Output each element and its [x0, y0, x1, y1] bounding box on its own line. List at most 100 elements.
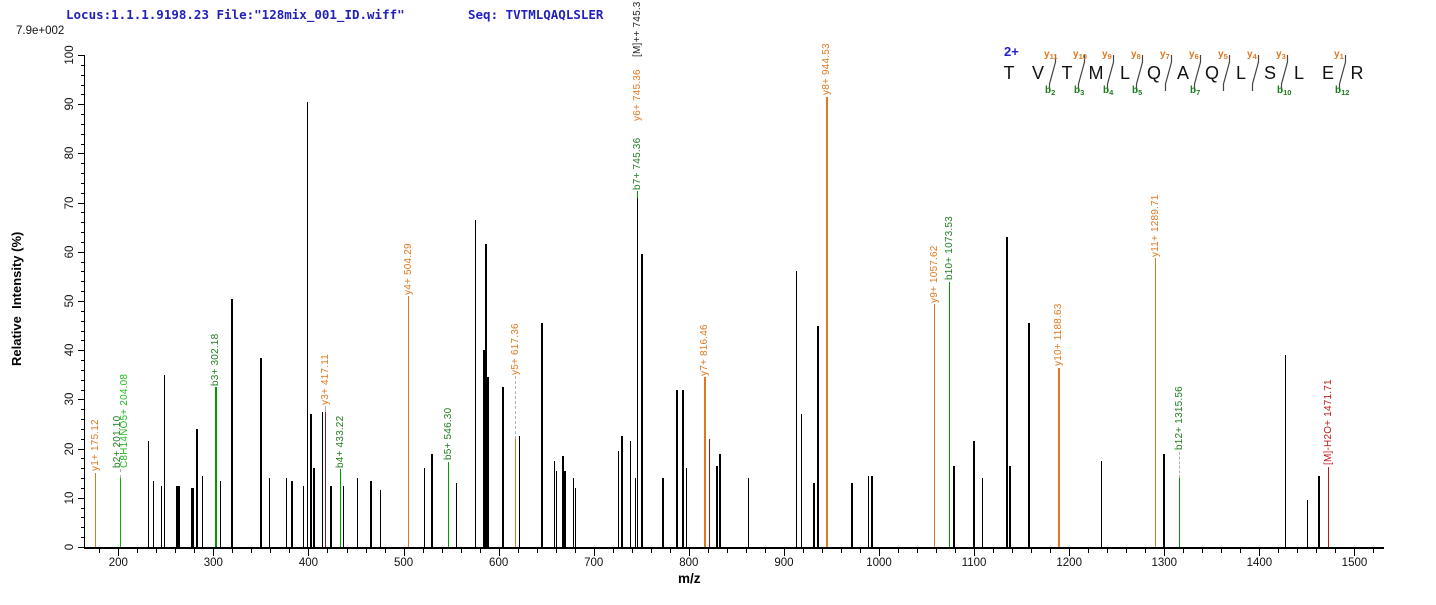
- axis-tick: [81, 537, 85, 539]
- b-ion-label: b7: [1190, 85, 1201, 97]
- axis-tick: [1088, 549, 1090, 553]
- spectrum-peak: [795, 271, 798, 547]
- axis-tick: [81, 74, 85, 76]
- axis-tick: [327, 549, 329, 553]
- cleavage-slash-icon: [1164, 55, 1173, 91]
- spectrum-peak: [562, 455, 564, 547]
- sequence-residue: T: [1003, 62, 1015, 83]
- ion-peak-line: [1058, 367, 1060, 547]
- axis-tick: [175, 549, 177, 553]
- axis-tick: [365, 549, 367, 553]
- axis-tick: [1297, 549, 1299, 553]
- cleavage-marker: y8 b5: [1131, 49, 1145, 97]
- cleavage-slash-icon: [1193, 55, 1202, 91]
- y-ion-label: y8: [1131, 49, 1141, 61]
- x-tick-label: 500: [393, 557, 414, 569]
- axis-tick: [81, 241, 85, 243]
- axis-tick: [99, 549, 101, 553]
- base-peak-intensity: 7.9e+002: [16, 25, 65, 37]
- axis-tick: [78, 399, 85, 401]
- ion-peak-line: [324, 411, 327, 547]
- axis-tick: [1050, 549, 1052, 553]
- axis-tick: [78, 497, 85, 499]
- locus-file-text: Locus:1.1.1.9198.23 File:"128mix_001_ID.…: [66, 7, 405, 22]
- axis-tick: [936, 549, 938, 553]
- cleavage-slash-icon: [1222, 55, 1231, 91]
- axis-tick: [81, 438, 85, 440]
- x-axis-line: [84, 547, 1384, 549]
- cleavage-marker: y5: [1218, 49, 1232, 91]
- spectrum-peak: [196, 428, 198, 547]
- axis-tick: [993, 549, 995, 553]
- ion-peak-line: [636, 191, 639, 198]
- spectrum-peak: [813, 483, 815, 547]
- spectrum-peak: [1006, 237, 1008, 547]
- spectrum-peak: [190, 487, 192, 547]
- axis-tick: [81, 271, 85, 273]
- sequence-residue: L: [1293, 62, 1304, 83]
- x-tick-label: 600: [489, 557, 509, 569]
- spectrum-peak: [455, 483, 458, 547]
- axis-tick: [859, 549, 861, 553]
- spectrum-peak: [541, 323, 543, 547]
- axis-tick: [631, 549, 633, 553]
- cleavage-marker: y10 b3: [1073, 49, 1087, 97]
- axis-tick: [384, 549, 386, 553]
- axis-tick: [213, 549, 215, 556]
- b-ion-label: b2: [1045, 85, 1056, 97]
- sequence-residue: M: [1088, 62, 1104, 83]
- x-tick-label: 900: [774, 557, 794, 569]
- spectrum-peak: [953, 465, 955, 547]
- spectrum-peak: [851, 483, 853, 547]
- spectrum-peak: [310, 414, 312, 547]
- axis-tick: [81, 212, 85, 214]
- axis-tick: [536, 549, 538, 553]
- axis-tick: [81, 379, 85, 381]
- axis-tick: [840, 549, 842, 553]
- ion-peak-line: [948, 281, 951, 547]
- spectrum-peak: [634, 478, 637, 547]
- axis-tick: [346, 549, 348, 553]
- axis-tick: [78, 350, 85, 352]
- ion-peak-line: [119, 478, 121, 547]
- axis-tick: [118, 549, 120, 556]
- spectrum-peak: [1318, 475, 1320, 547]
- cleavage-slash-icon: [1048, 55, 1057, 91]
- b-ion-label: b12: [1335, 85, 1350, 97]
- y-ion-label: y11: [1044, 49, 1058, 61]
- cleavage-marker: y4: [1247, 49, 1261, 91]
- axis-tick: [156, 549, 158, 553]
- spectrum-peak: [342, 485, 345, 547]
- axis-tick: [81, 173, 85, 175]
- sequence-residue: T: [1061, 62, 1073, 83]
- axis-tick: [707, 549, 709, 553]
- spectrum-peak: [1009, 465, 1011, 547]
- sequence-residue: Q: [1146, 62, 1161, 83]
- spectrum-peak: [178, 485, 180, 547]
- axis-tick: [1335, 549, 1337, 553]
- axis-tick: [81, 291, 85, 293]
- spectrum-peak: [708, 438, 711, 547]
- y-ion-label: y7: [1160, 49, 1170, 61]
- sequence-residue: A: [1176, 62, 1189, 83]
- axis-tick: [81, 478, 85, 480]
- axis-tick: [78, 153, 85, 155]
- cleavage-marker: y7: [1160, 49, 1174, 91]
- axis-tick: [1221, 549, 1223, 553]
- axis-tick: [498, 549, 500, 556]
- sequence-residue: E: [1321, 62, 1334, 83]
- spectrum-peak: [307, 101, 309, 547]
- sequence-residue: L: [1119, 62, 1130, 83]
- spectrum-peak: [629, 441, 632, 547]
- axis-tick: [81, 517, 85, 519]
- spectrum-peak: [574, 487, 577, 547]
- axis-tick: [593, 549, 595, 556]
- precursor-charge: 2+: [1004, 44, 1019, 59]
- spectrum-peak: [161, 485, 163, 547]
- y-ion-label: y10: [1073, 49, 1087, 61]
- label-connector-dashed: [1179, 451, 1181, 479]
- axis-tick: [974, 549, 976, 556]
- cleavage-slash-icon: [1280, 55, 1289, 91]
- spectrum-peak: [231, 298, 233, 547]
